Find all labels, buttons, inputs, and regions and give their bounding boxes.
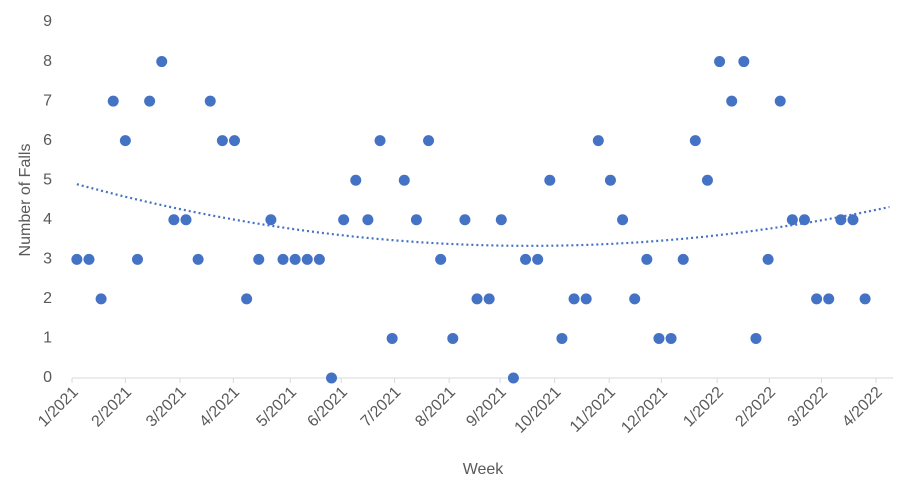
x-tick-label: 5/2021 [253,384,300,431]
point [617,214,629,226]
point [386,332,398,344]
point [253,253,265,265]
point [701,174,713,186]
y-tick-label: 7 [43,92,52,109]
y-tick-label: 0 [43,369,52,386]
point [750,332,762,344]
point [495,214,507,226]
point [532,253,544,265]
point [580,293,592,305]
point [362,214,374,226]
point [507,372,519,384]
point [689,135,701,147]
point [241,293,253,305]
x-tick-label: 1/2022 [680,384,727,431]
x-tick-label: 4/2021 [196,384,243,431]
y-tick-label: 2 [43,290,52,307]
y-tick-label: 5 [43,171,52,188]
point [677,253,689,265]
x-tick-label: 12/2021 [618,384,671,437]
point [119,135,131,147]
x-tick-label: 9/2021 [463,384,510,431]
point [338,214,350,226]
point [471,293,483,305]
point [313,253,325,265]
point [398,174,410,186]
y-tick-label: 6 [43,132,52,149]
point [71,253,83,265]
point [423,135,435,147]
point [216,135,228,147]
point [374,135,386,147]
x-tick-label: 2/2022 [732,384,779,431]
point [544,174,556,186]
point [738,56,750,68]
point [265,214,277,226]
point [301,253,313,265]
y-tick-label: 3 [43,251,52,268]
x-tick-label: 8/2021 [412,384,459,431]
point [180,214,192,226]
y-axis-title: Number of Falls [17,144,34,257]
point [823,293,835,305]
x-tick-label: 3/2021 [143,384,190,431]
point [350,174,362,186]
point [811,293,823,305]
point [483,293,495,305]
point [629,293,641,305]
point [665,332,677,344]
point [556,332,568,344]
point [107,95,119,107]
x-tick-label: 1/2021 [35,384,82,431]
point [835,214,847,226]
point [798,214,810,226]
point [204,95,216,107]
y-tick-label: 9 [43,13,52,30]
point [156,56,168,68]
trendline [76,183,890,247]
point [859,293,871,305]
point [774,95,786,107]
point [435,253,447,265]
x-tick-label: 11/2021 [567,384,619,436]
point [131,253,143,265]
point [568,293,580,305]
point [326,372,338,384]
point [520,253,532,265]
point [192,253,204,265]
point [786,214,798,226]
point [277,253,289,265]
x-tick-label: 2/2021 [89,384,136,431]
x-tick-label: 3/2022 [785,384,832,431]
point [459,214,471,226]
point [653,332,665,344]
point [168,214,180,226]
point [447,332,459,344]
point [229,135,241,147]
point [592,135,604,147]
x-tick-label: 7/2021 [358,384,405,431]
point [289,253,301,265]
point [144,95,156,107]
x-axis-title: Week [463,461,505,478]
point [83,253,95,265]
point [726,95,738,107]
point [641,253,653,265]
point [410,214,422,226]
point [714,56,726,68]
x-tick-label: 4/2022 [839,384,886,431]
point [604,174,616,186]
x-tick-label: 10/2021 [512,384,565,437]
y-tick-label: 4 [43,211,52,228]
point [847,214,859,226]
point [95,293,107,305]
point [762,253,774,265]
x-tick-label: 6/2021 [304,384,351,431]
y-tick-label: 1 [43,330,52,347]
y-tick-label: 8 [43,53,52,70]
